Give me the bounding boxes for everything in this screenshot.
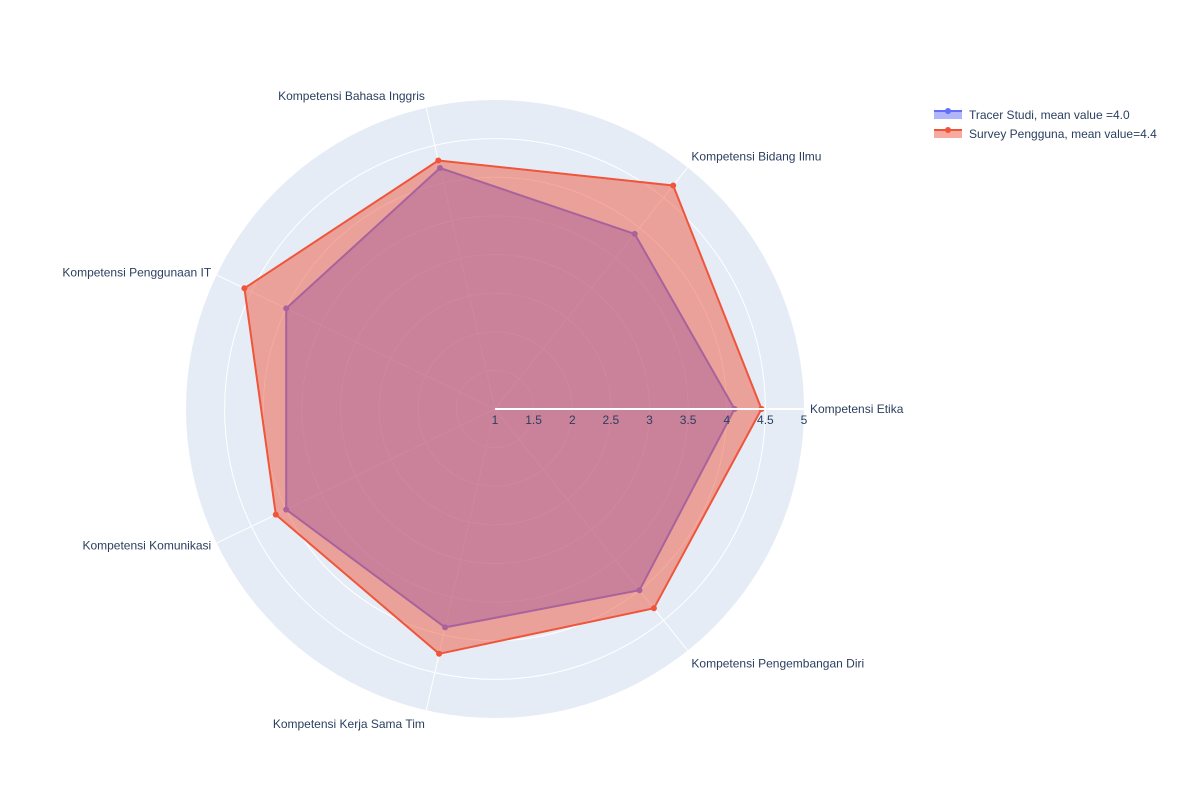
legend-item[interactable]: Tracer Studi, mean value =4.0 (934, 108, 1130, 122)
series-point[interactable] (650, 605, 657, 612)
angular-label: Kompetensi Penggunaan IT (62, 265, 211, 279)
legend-marker (945, 127, 951, 133)
angular-label: Kompetensi Pengembangan Diri (691, 656, 864, 670)
radial-tick-label: 3.5 (680, 413, 697, 427)
series-layer (241, 157, 765, 657)
radial-tick-label: 3 (646, 413, 653, 427)
legend-label: Survey Pengguna, mean value=4.4 (969, 127, 1157, 141)
legend-swatch (934, 111, 962, 119)
angular-label: Kompetensi Kerja Sama Tim (273, 717, 425, 731)
series-point[interactable] (241, 285, 248, 292)
radial-tick-label: 4 (723, 413, 730, 427)
radial-axis: 1 1.5 2 2.5 3 3.5 4 4.5 5 (492, 408, 808, 427)
angular-label: Kompetensi Etika (810, 402, 904, 416)
angular-label: Kompetensi Komunikasi (82, 539, 211, 553)
radial-tick-label: 5 (801, 413, 808, 427)
radial-tick-label: 2.5 (603, 413, 620, 427)
legend: Tracer Studi, mean value =4.0 Survey Peng… (934, 108, 1157, 141)
legend-swatch (934, 130, 962, 138)
legend-label: Tracer Studi, mean value =4.0 (969, 108, 1130, 122)
series-point[interactable] (435, 157, 442, 164)
angular-label: Kompetensi Bidang Ilmu (691, 150, 821, 164)
series-point[interactable] (272, 511, 279, 518)
series-point[interactable] (670, 182, 677, 189)
series-2 (241, 157, 765, 657)
radial-tick-label: 2 (569, 413, 576, 427)
legend-item[interactable]: Survey Pengguna, mean value=4.4 (934, 127, 1157, 141)
series-area (243, 159, 763, 655)
legend-marker (945, 108, 951, 114)
angular-label: Kompetensi Bahasa Inggris (278, 89, 425, 103)
radial-tick-label: 4.5 (757, 413, 774, 427)
radial-tick-label: 1.5 (525, 413, 542, 427)
radial-tick-label: 1 (492, 413, 499, 427)
series-point[interactable] (436, 650, 443, 657)
angular-axis-labels: Kompetensi Etika Kompetensi Bidang Ilmu Ko… (62, 89, 903, 731)
